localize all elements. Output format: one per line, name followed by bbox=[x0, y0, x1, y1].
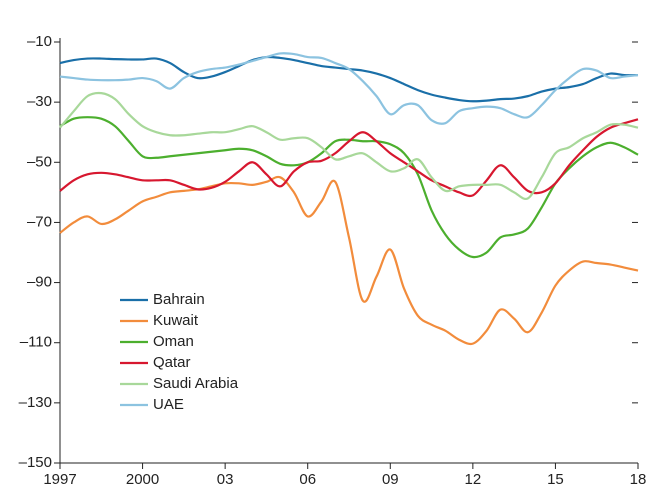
x-tick-label: 09 bbox=[382, 471, 399, 488]
x-tick-label: 12 bbox=[465, 471, 482, 488]
series-line bbox=[59, 52, 639, 125]
legend-label: Qatar bbox=[153, 354, 191, 371]
x-tick-label: 1997 bbox=[43, 471, 76, 488]
y-tick-label: –110 bbox=[20, 334, 52, 351]
legend-label: Saudi Arabia bbox=[153, 375, 239, 392]
series-line bbox=[59, 91, 639, 201]
x-tick-label: 18 bbox=[630, 471, 647, 488]
x-tick-label: 03 bbox=[217, 471, 234, 488]
x-tick-label: 06 bbox=[299, 471, 316, 488]
y-tick-label: –70 bbox=[27, 213, 52, 230]
series-line bbox=[59, 175, 639, 346]
y-tick-label: –30 bbox=[27, 93, 52, 110]
series-line bbox=[59, 118, 639, 198]
x-tick-label: 15 bbox=[547, 471, 564, 488]
legend-label: Kuwait bbox=[153, 312, 199, 329]
y-tick-label: –150 bbox=[19, 454, 52, 471]
legend-label: Oman bbox=[153, 333, 194, 350]
y-tick-label: –10 bbox=[27, 33, 52, 50]
legend-label: Bahrain bbox=[153, 291, 205, 308]
x-tick-label: 2000 bbox=[126, 471, 159, 488]
series-line bbox=[59, 116, 639, 259]
y-tick-label: –50 bbox=[27, 153, 52, 170]
y-tick-label: –130 bbox=[19, 394, 52, 411]
legend-label: UAE bbox=[153, 396, 184, 413]
y-tick-label: –90 bbox=[27, 274, 52, 291]
